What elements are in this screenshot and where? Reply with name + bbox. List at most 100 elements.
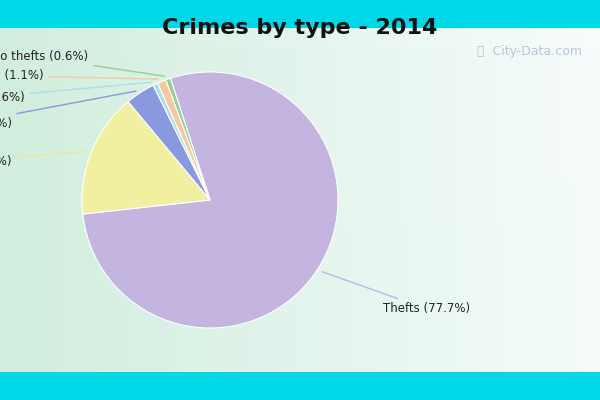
Wedge shape [82,102,210,214]
Bar [0,365,600,372]
Bar [228,28,240,372]
Text: Auto thefts (0.6%): Auto thefts (0.6%) [0,50,164,76]
Text: Burglaries (15.6%): Burglaries (15.6%) [0,151,86,168]
Bar [216,28,228,372]
Bar [0,234,600,241]
Bar [432,28,444,372]
Bar [408,28,420,372]
Bar [384,28,396,372]
Bar [336,28,348,372]
Bar [0,317,600,324]
Bar [0,331,600,338]
Bar [144,28,156,372]
Text: Crimes by type - 2014: Crimes by type - 2014 [163,18,437,38]
Bar [156,28,168,372]
Bar [0,28,12,372]
Bar [36,28,48,372]
Bar [0,255,600,262]
Bar [540,28,552,372]
Bar [180,28,192,372]
Bar [588,28,600,372]
Bar [0,338,600,344]
Bar [372,28,384,372]
Wedge shape [153,83,210,200]
Bar [576,28,588,372]
Bar [0,118,600,124]
Bar [24,28,36,372]
Bar [0,97,600,104]
Wedge shape [128,85,210,200]
Bar [0,221,600,228]
Bar [0,131,600,138]
Bar [528,28,540,372]
Text: ⓘ  City-Data.com: ⓘ City-Data.com [477,45,582,58]
Bar [12,28,24,372]
Bar [0,69,600,76]
Bar [0,83,600,90]
Bar [132,28,144,372]
Bar [0,138,600,145]
Wedge shape [166,78,210,200]
Bar [288,28,300,372]
Text: Assaults (3.7%): Assaults (3.7%) [0,91,136,130]
Bar [552,28,564,372]
Bar [564,28,576,372]
Bar [0,310,600,317]
Bar [0,358,600,365]
Bar [396,28,408,372]
Bar [0,207,600,214]
Bar [312,28,324,372]
Bar [0,42,600,49]
Bar [0,214,600,221]
Bar [0,104,600,110]
Bar [96,28,108,372]
Bar [0,351,600,358]
Bar [0,159,600,166]
Bar [0,76,600,83]
Bar [72,28,84,372]
Bar [360,28,372,372]
Bar [0,152,600,159]
Bar [84,28,96,372]
Bar [0,166,600,172]
Bar [0,110,600,118]
Bar [0,179,600,186]
Bar [0,282,600,290]
Bar [0,56,600,62]
Bar [0,276,600,282]
Bar [300,28,312,372]
Bar [0,186,600,193]
Bar [264,28,276,372]
Bar [0,172,600,179]
Wedge shape [83,72,338,328]
Text: Rapes (0.6%): Rapes (0.6%) [0,82,152,104]
Bar [48,28,60,372]
Bar [252,28,264,372]
Bar [0,248,600,255]
Bar [192,28,204,372]
Bar [120,28,132,372]
Bar [0,193,600,200]
Bar [0,262,600,269]
Bar [0,290,600,296]
Bar [468,28,480,372]
Bar [0,49,600,56]
Wedge shape [158,80,210,200]
Bar [0,324,600,331]
Bar [516,28,528,372]
Bar [348,28,360,372]
Bar [480,28,492,372]
Text: Arson (1.1%): Arson (1.1%) [0,69,158,82]
Text: Thefts (77.7%): Thefts (77.7%) [322,272,470,315]
Bar [0,303,600,310]
Bar [240,28,252,372]
Bar [324,28,336,372]
Bar [0,296,600,303]
Bar [0,269,600,276]
Bar [0,90,600,97]
Bar [108,28,120,372]
Bar [0,241,600,248]
Bar [0,124,600,131]
Bar [276,28,288,372]
Bar [168,28,180,372]
